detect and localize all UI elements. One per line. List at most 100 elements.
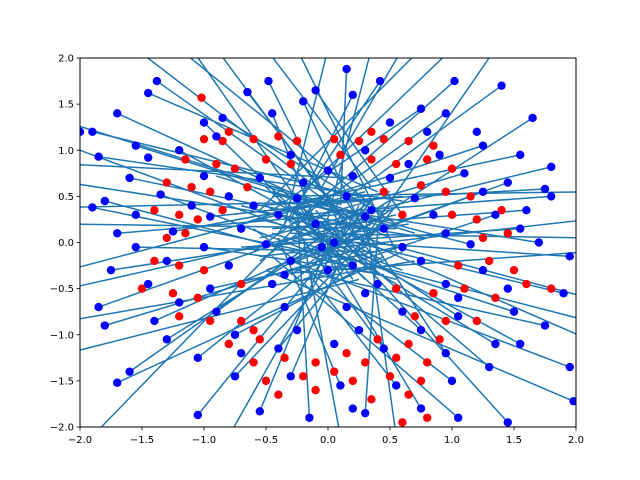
red-point <box>193 215 202 224</box>
blue-point <box>429 210 438 220</box>
blue-point <box>385 118 395 127</box>
red-point <box>441 187 450 196</box>
connector-line <box>98 155 403 202</box>
x-tick-label: 2.0 <box>568 435 584 446</box>
red-point <box>472 316 481 326</box>
blue-point <box>416 104 426 113</box>
blue-point <box>559 289 568 298</box>
blue-point <box>509 307 519 316</box>
connector-line <box>364 214 396 427</box>
blue-point <box>373 279 382 289</box>
blue-point <box>460 169 469 178</box>
blue-point <box>274 210 283 220</box>
red-point <box>404 339 413 349</box>
connector-line <box>172 191 391 233</box>
red-point <box>311 385 320 395</box>
blue-point <box>286 256 295 266</box>
blue-point <box>454 312 463 321</box>
blue-point <box>224 261 233 270</box>
red-point <box>392 159 401 169</box>
red-point <box>311 358 320 367</box>
x-tick-label: −1.0 <box>192 435 216 446</box>
red-point <box>261 376 271 386</box>
red-point <box>478 233 488 243</box>
blue-point <box>441 109 450 118</box>
red-point <box>280 353 289 363</box>
blue-point <box>454 293 463 303</box>
blue-point <box>317 242 326 252</box>
y-tick-label: 1.5 <box>58 100 74 111</box>
connector-line <box>302 214 576 335</box>
red-point <box>491 293 500 303</box>
blue-point <box>342 302 351 312</box>
blue-point <box>237 224 246 233</box>
blue-point <box>450 76 459 86</box>
connector-line <box>296 205 311 418</box>
red-point <box>199 265 209 275</box>
red-point <box>299 372 308 381</box>
connector-line <box>272 191 471 246</box>
y-tick-label: −0.5 <box>50 284 74 295</box>
connector-line <box>259 85 503 262</box>
blue-point <box>348 261 357 270</box>
connector-line <box>135 246 378 253</box>
blue-point <box>441 279 450 289</box>
blue-point <box>264 76 273 86</box>
connector-line <box>303 154 521 202</box>
blue-point <box>348 171 357 181</box>
red-point <box>150 256 159 266</box>
blue-point <box>410 194 419 203</box>
blue-point <box>516 150 525 160</box>
blue-point <box>255 173 264 183</box>
blue-point <box>212 132 221 141</box>
blue-point <box>199 242 209 252</box>
connector-line <box>197 58 354 280</box>
blue-point <box>106 265 116 275</box>
red-point <box>330 134 339 144</box>
blue-point <box>144 279 153 289</box>
blue-point <box>522 206 531 215</box>
blue-point <box>230 372 240 381</box>
blue-point <box>354 325 364 335</box>
connector-line <box>98 204 385 308</box>
blue-point <box>547 192 556 201</box>
connector-line <box>339 69 348 206</box>
connector-line <box>296 195 552 216</box>
connector-line <box>271 255 459 419</box>
connector-line <box>314 89 404 216</box>
x-axis: −2.0 −1.5 −1.0 −0.5 0.0 0.5 1.0 1.5 2.0 <box>68 427 584 446</box>
blue-point <box>435 150 444 160</box>
red-point <box>218 136 227 146</box>
red-point <box>336 150 345 160</box>
y-tick-label: −2.0 <box>50 423 74 434</box>
blue-point <box>168 227 178 236</box>
connector-line <box>80 191 366 268</box>
red-point <box>429 289 438 298</box>
blue-point <box>528 113 537 123</box>
blue-point <box>131 242 140 252</box>
blue-point <box>268 279 277 289</box>
blue-point <box>379 224 388 233</box>
blue-point <box>230 330 240 339</box>
red-point <box>423 155 432 164</box>
red-point <box>503 229 512 238</box>
blue-point <box>299 97 308 106</box>
blue-point <box>206 284 215 293</box>
blue-point <box>131 210 140 220</box>
y-tick-label: 0.0 <box>58 238 74 249</box>
red-point <box>224 127 233 136</box>
blue-point <box>361 289 370 298</box>
connector-line <box>290 260 571 368</box>
blue-point <box>187 201 196 210</box>
blue-point <box>243 87 252 97</box>
blue-point <box>516 339 525 349</box>
connector-line <box>253 112 447 253</box>
blue-point <box>491 210 500 220</box>
blue-point <box>305 413 314 422</box>
blue-point <box>199 118 209 127</box>
red-point <box>150 206 159 215</box>
blue-point <box>286 150 295 160</box>
red-point <box>379 134 388 144</box>
red-point <box>367 155 376 164</box>
